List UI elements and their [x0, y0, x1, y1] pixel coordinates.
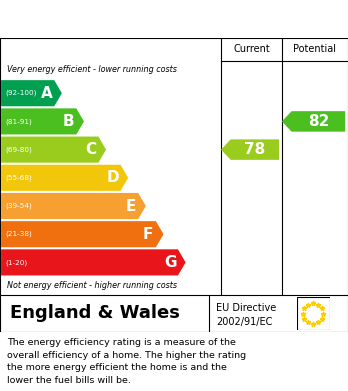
Text: (81-91): (81-91): [6, 118, 32, 125]
Text: (1-20): (1-20): [6, 259, 28, 265]
Text: Energy Efficiency Rating: Energy Efficiency Rating: [10, 13, 231, 29]
Polygon shape: [1, 80, 62, 106]
Text: Current: Current: [233, 44, 270, 54]
Text: Very energy efficient - lower running costs: Very energy efficient - lower running co…: [7, 65, 177, 74]
Polygon shape: [1, 165, 128, 191]
Text: (69-80): (69-80): [6, 146, 32, 153]
Text: C: C: [85, 142, 96, 157]
Text: 82: 82: [308, 114, 329, 129]
Text: (92-100): (92-100): [6, 90, 37, 97]
Text: E: E: [125, 199, 136, 213]
Text: F: F: [143, 227, 153, 242]
Text: (21-38): (21-38): [6, 231, 32, 237]
Polygon shape: [1, 136, 106, 163]
Polygon shape: [1, 193, 146, 219]
Text: (39-54): (39-54): [6, 203, 32, 209]
Polygon shape: [1, 221, 164, 247]
FancyBboxPatch shape: [0, 38, 348, 295]
Polygon shape: [1, 108, 84, 135]
Polygon shape: [221, 139, 279, 160]
Text: G: G: [164, 255, 176, 270]
Text: D: D: [106, 170, 119, 185]
Text: A: A: [41, 86, 52, 101]
Text: England & Wales: England & Wales: [10, 305, 180, 323]
Text: 2002/91/EC: 2002/91/EC: [216, 317, 272, 326]
Text: EU Directive: EU Directive: [216, 303, 276, 313]
Polygon shape: [1, 249, 185, 276]
Text: Not energy efficient - higher running costs: Not energy efficient - higher running co…: [7, 281, 177, 290]
Text: The energy efficiency rating is a measure of the
overall efficiency of a home. T: The energy efficiency rating is a measur…: [7, 338, 246, 386]
Text: Potential: Potential: [293, 44, 337, 54]
Polygon shape: [282, 111, 345, 132]
Text: 78: 78: [244, 142, 266, 157]
FancyBboxPatch shape: [0, 295, 348, 332]
Text: B: B: [63, 114, 74, 129]
Text: (55-68): (55-68): [6, 174, 32, 181]
